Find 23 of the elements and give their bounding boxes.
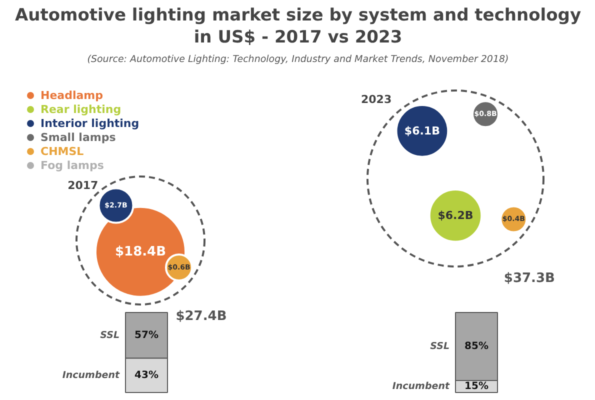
text: Incumbent [392,381,450,392]
text: SSL [430,341,450,352]
data-label: 43% [134,370,158,381]
data-label: $6.2B [438,209,474,222]
text: (Source: Automotive Lighting: Technology, Industry and Market Trends, November 2018) [87,54,509,65]
text: Automotive lighting market size by system and technology in US$ - 2017 vs 2023 [14,6,582,48]
data-label: 85% [464,341,488,352]
category-label: 2017 [68,179,98,192]
category-label: 2023 [360,93,392,106]
text: $37.3B [504,271,555,286]
legend-label: Interior lighting [40,117,140,130]
data-label: $18.4B [114,244,166,260]
legend-label: Small lamps [40,131,116,144]
series-label: SSL [100,330,120,341]
data-label: $6.1B [404,124,440,138]
data-label: 15% [464,381,488,392]
legend-label: Headlamp [40,89,104,102]
legend-label: CHMSL [40,145,84,158]
legend-label: Rear lighting [40,103,122,116]
series-label: Incumbent [62,370,120,381]
legend-label: Fog lamps [40,159,104,172]
data-label: 57% [134,330,158,341]
text: $27.4B [176,309,227,324]
